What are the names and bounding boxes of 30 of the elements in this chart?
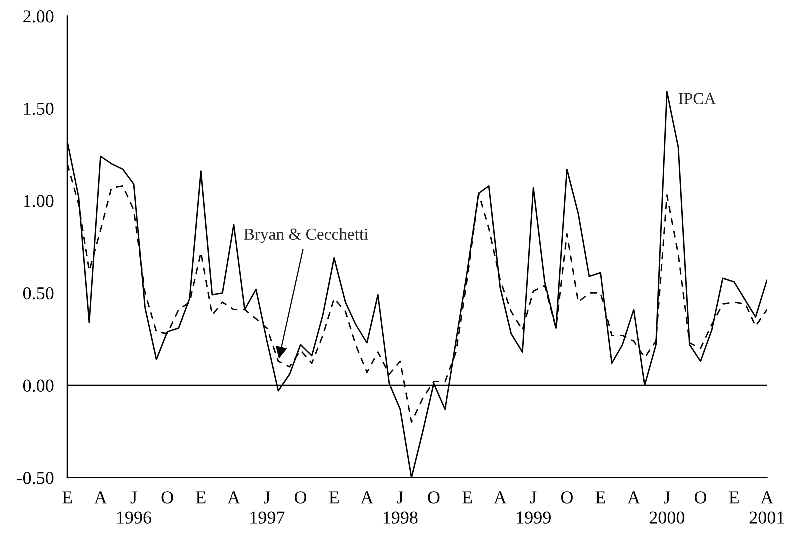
x-tick-label: E	[196, 492, 206, 504]
x-tick-label: E	[62, 492, 72, 504]
y-tick-label: 1.00	[24, 195, 54, 208]
x-tick-label: A	[94, 492, 108, 504]
x-tick-label: J 1996	[118, 492, 152, 524]
x-tick-label: O	[561, 492, 573, 504]
x-tick-label: E	[329, 492, 339, 504]
x-tick-label: O	[694, 492, 707, 504]
x-tick-label: A	[228, 492, 240, 504]
y-tick-label: 2.00	[24, 10, 54, 23]
x-tick-label: O	[428, 492, 440, 504]
y-tick-label: 1.50	[24, 102, 54, 116]
annotation: Bryan & Cecchetti	[244, 228, 368, 244]
x-tick-label: A 2001	[750, 492, 784, 524]
x-tick-label: E	[729, 492, 739, 504]
x-tick-label: A	[494, 492, 507, 504]
series-label: IPCA	[678, 93, 716, 104]
x-tick-label: J 1997	[250, 492, 285, 524]
x-tick-label: A	[360, 492, 374, 504]
x-tick-label: O	[162, 492, 174, 504]
x-tick-label: J 2000	[650, 492, 685, 524]
x-tick-label: A	[628, 492, 640, 504]
x-tick-label: O	[294, 492, 307, 504]
y-tick-label: 0.50	[23, 287, 54, 300]
x-tick-label: E	[596, 492, 606, 504]
x-tick-label: E	[462, 492, 472, 504]
y-tick-label: -0.50	[17, 472, 54, 484]
x-tick-label: J 1999	[517, 492, 551, 524]
x-tick-label: J 1998	[384, 492, 418, 524]
y-tick-label: 0.00	[23, 380, 54, 392]
